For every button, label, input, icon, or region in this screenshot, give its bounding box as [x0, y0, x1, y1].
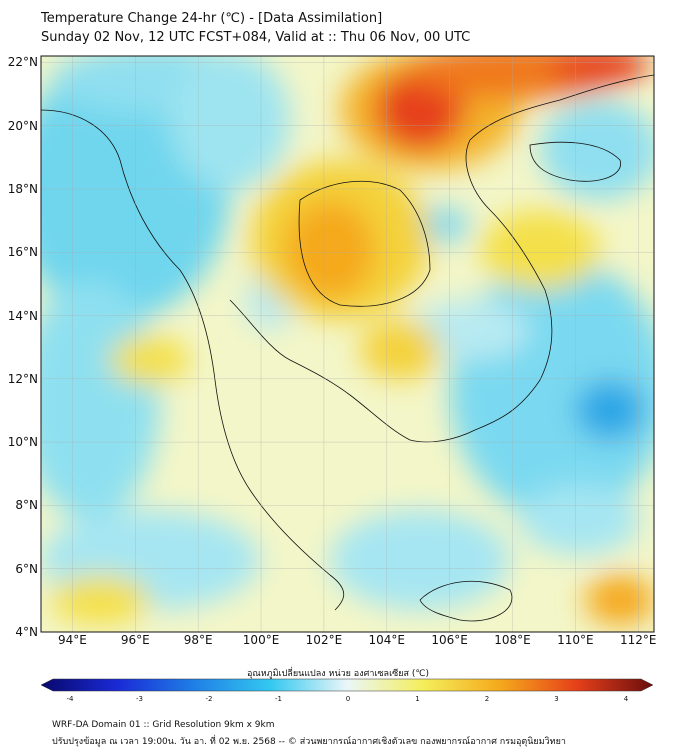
footer-credit: ปรับปรุงข้อมูล ณ เวลา 19:00น. วัน อา. ที… [52, 737, 566, 747]
colorbar-tick-label: 2 [484, 695, 490, 703]
colorbar [40, 678, 654, 692]
lon-tick-label: 106°E [431, 633, 468, 647]
lon-tick-label: 94°E [57, 633, 87, 647]
lat-tick-label: 20°N [7, 118, 38, 133]
lon-tick-label: 102°E [305, 633, 343, 647]
colorbar-tick-label: -1 [275, 695, 282, 703]
coastlines [41, 74, 654, 622]
map-subtitle: Sunday 02 Nov, 12 UTC FCST+084, Valid at… [41, 30, 471, 45]
lat-tick-label: 4°N [15, 625, 38, 639]
map-frame [40, 55, 655, 633]
lon-tick-label: 110°E [557, 633, 594, 647]
lon-tick-label: 98°E [183, 633, 213, 647]
colorbar-tick-label: -4 [66, 695, 74, 703]
colorbar-tick-label: 3 [554, 695, 559, 703]
map-title: Temperature Change 24-hr (℃) - [Data Ass… [41, 11, 383, 26]
lon-tick-label: 112°E [620, 633, 657, 647]
lat-tick-label: 6°N [15, 561, 38, 576]
colorbar-tick-label: 0 [345, 695, 351, 703]
lon-tick-label: 104°E [368, 633, 406, 647]
lat-tick-label: 12°N [7, 371, 38, 386]
colorbar-title: อุณหภูมิเปลี่ยนแปลง หน่วย องศาเซลเซียส (… [246, 669, 430, 679]
temperature-field [41, 56, 654, 632]
lat-tick-label: 18°N [7, 181, 38, 196]
lat-tick-label: 14°N [7, 308, 38, 323]
map-plot [40, 55, 655, 633]
lon-tick-label: 108°E [494, 633, 531, 647]
lat-tick-label: 22°N [7, 55, 38, 70]
colorbar-tick-label: 4 [623, 695, 629, 703]
footer-model-info: WRF-DA Domain 01 :: Grid Resolution 9km … [52, 720, 275, 730]
colorbar-tick-label: -2 [205, 695, 213, 703]
lat-tick-label: 10°N [7, 435, 38, 450]
colorbar-tick-label: -3 [136, 695, 143, 703]
lat-tick-label: 8°N [15, 498, 38, 513]
colorbar-tick-label: 1 [415, 695, 420, 703]
lon-tick-label: 100°E [242, 633, 280, 647]
lat-tick-label: 16°N [7, 245, 38, 260]
lon-tick-label: 96°E [120, 633, 150, 647]
